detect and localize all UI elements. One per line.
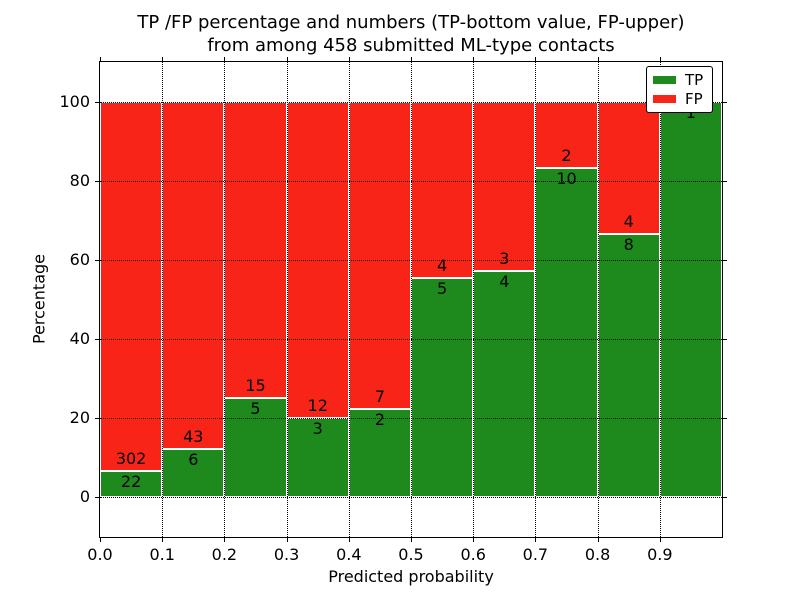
y-tick-mark-right — [723, 101, 727, 103]
x-tick-label: 0.8 — [584, 545, 611, 564]
y-tick-label: 20 — [69, 408, 90, 428]
x-tick-label: 0.0 — [87, 545, 113, 564]
x-tick-label: 0.6 — [460, 545, 486, 564]
x-tick-mark — [411, 538, 412, 542]
x-tick-mark — [473, 538, 475, 542]
legend: TP FP — [646, 66, 713, 113]
y-tick-mark-right — [723, 180, 727, 182]
y-tick-mark-right — [723, 339, 727, 341]
y-tick-mark-right — [723, 497, 727, 499]
x-tick-label: 0.7 — [522, 545, 549, 564]
y-axis-label: Percentage — [29, 253, 49, 345]
x-tick-mark — [535, 538, 537, 542]
chart-title-line-1: TP /FP percentage and numbers (TP-bottom… — [137, 12, 685, 33]
x-tick-label: 0.2 — [211, 545, 238, 564]
legend-entry-tp: TP — [653, 72, 706, 88]
x-tick-label: 0.3 — [273, 545, 300, 564]
y-tick-label: 0 — [79, 487, 90, 507]
x-tick-mark — [597, 538, 599, 542]
x-tick-label: 0.9 — [647, 545, 673, 564]
y-tick-mark-right — [723, 259, 727, 261]
x-tick-label: 0.1 — [149, 545, 175, 564]
plot-area — [99, 61, 723, 538]
x-tick-label: 0.5 — [398, 545, 424, 564]
tp-legend-swatch — [653, 76, 676, 84]
x-axis-label: Predicted probability — [328, 567, 494, 586]
x-tick-mark — [100, 538, 101, 542]
fp-legend-label: FP — [685, 90, 703, 108]
x-tick-mark — [224, 538, 226, 542]
tp-legend-label: TP — [685, 71, 704, 89]
legend-entry-fp: FP — [653, 91, 706, 107]
x-tick-label: 0.4 — [336, 545, 362, 564]
x-tick-mark — [659, 538, 661, 542]
y-tick-mark-right — [723, 418, 727, 420]
x-tick-mark — [162, 538, 164, 542]
x-tick-mark — [286, 538, 288, 542]
y-tick-label: 100 — [59, 91, 90, 111]
x-tick-mark — [348, 538, 350, 542]
chart-title: TP /FP percentage and numbers (TP-bottom… — [100, 11, 722, 57]
y-tick-label: 80 — [69, 170, 90, 190]
chart-title-line-2: from among 458 submitted ML-type contact… — [207, 35, 615, 56]
fp-legend-swatch — [653, 95, 676, 103]
